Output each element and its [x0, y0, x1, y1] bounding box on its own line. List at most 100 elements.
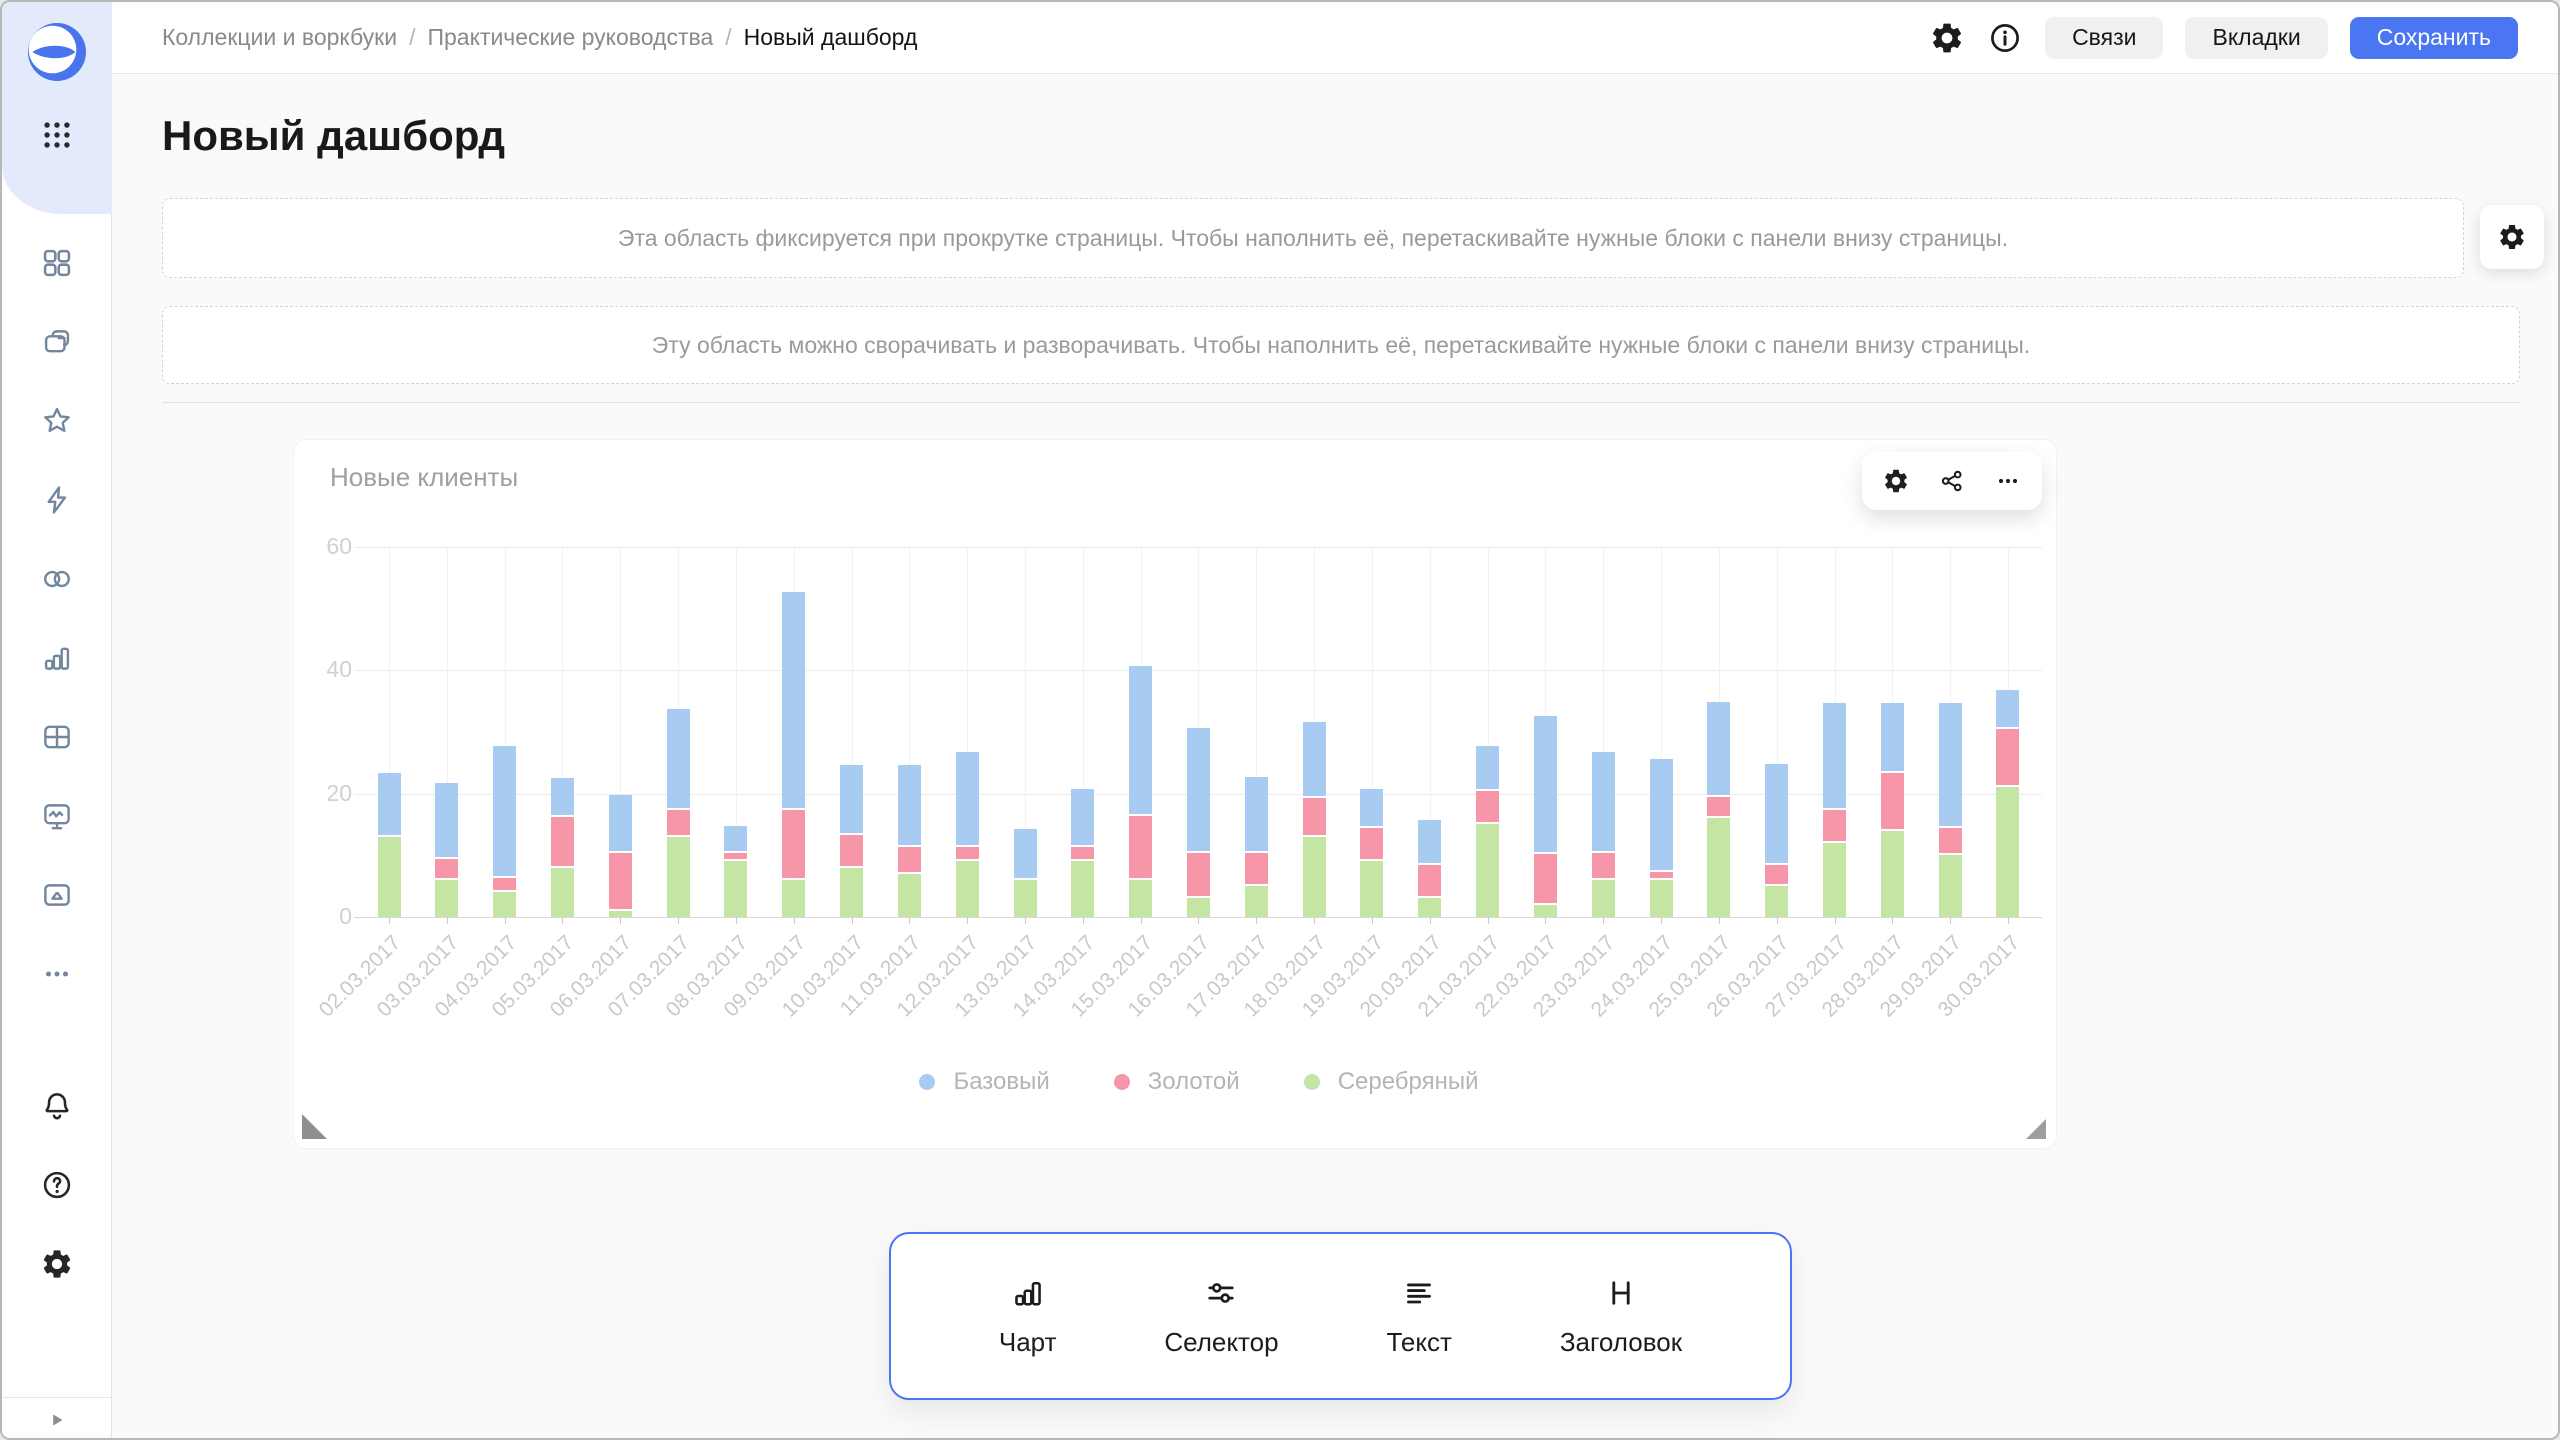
sidebar-item-more[interactable]	[40, 957, 74, 991]
gridline-x	[1603, 547, 1605, 917]
bar-segment-Базовый	[1418, 820, 1442, 863]
gridline-y-40	[354, 670, 2042, 672]
legend-label: Серебряный	[1337, 1068, 1479, 1095]
bar-segment-Серебряный	[1823, 843, 1846, 917]
legend-dot	[919, 1074, 936, 1090]
bar-segment-Золотой	[1880, 773, 1904, 829]
sidebar-nav	[2, 246, 112, 991]
bar-segment-Золотой	[897, 847, 921, 872]
links-button[interactable]: Связи	[2045, 16, 2164, 59]
bar-segment-Серебряный	[1938, 855, 1962, 917]
sidebar-item-charts[interactable]	[40, 641, 74, 675]
gridline-x	[504, 547, 506, 917]
gridline-x	[1371, 547, 1373, 917]
bar-13.03.2017	[1013, 829, 1037, 917]
sidebar-item-storage[interactable]	[40, 878, 74, 912]
bar-segment-Серебряный	[1591, 880, 1615, 917]
bar-segment-Базовый	[1707, 702, 1731, 795]
breadcrumb-item[interactable]: Практические руководства	[427, 24, 714, 50]
bar-segment-Базовый	[782, 592, 806, 808]
x-axis-tick	[1718, 917, 1720, 924]
bar-segment-Серебряный	[897, 874, 921, 917]
bar-segment-Серебряный	[1996, 787, 2020, 917]
widget-settings-icon[interactable]	[1882, 467, 1910, 495]
collapsible-zone-hint: Эту область можно сворачивать и разворач…	[651, 331, 2031, 358]
sidebar-footer	[2, 1397, 111, 1438]
add-chart-button[interactable]: Чарт	[998, 1275, 1057, 1358]
legend-item-Серебряный[interactable]: Серебряный	[1303, 1068, 1479, 1096]
gridline-y-60	[354, 547, 2042, 548]
bar-19.03.2017	[1360, 789, 1384, 917]
bar-11.03.2017	[897, 765, 921, 917]
breadcrumb-item[interactable]: Коллекции и воркбуки	[162, 24, 398, 50]
fixed-header-drop-zone[interactable]: Эта область фиксируется при прокрутке ст…	[162, 198, 2464, 278]
bar-segment-Золотой	[724, 853, 748, 859]
resize-handle-bottom-left[interactable]	[302, 1114, 327, 1139]
add-text-button[interactable]: Текст	[1386, 1275, 1452, 1358]
bar-02.03.2017	[377, 773, 401, 917]
sidebar-item-help[interactable]	[40, 1168, 74, 1202]
breadcrumb: Коллекции и воркбуки / Практические руково…	[162, 24, 917, 51]
sidebar-item-settings[interactable]	[40, 1247, 74, 1281]
y-axis-label: 40	[326, 656, 352, 683]
gridline-x	[1661, 547, 1663, 917]
fixed-zone-hint: Эта область фиксируется при прокрутке ст…	[617, 224, 2009, 251]
bar-segment-Золотой	[608, 853, 632, 909]
x-axis-tick	[446, 917, 448, 924]
bar-segment-Золотой	[1938, 828, 1962, 853]
x-axis-tick	[1834, 917, 1836, 924]
fixed-zone-settings-button[interactable]	[2480, 205, 2544, 269]
gridline-x	[1256, 547, 1258, 917]
panel-item-label: Селектор	[1164, 1326, 1279, 1357]
y-axis-label: 20	[326, 779, 352, 806]
sidebar-item-tables[interactable]	[40, 720, 74, 754]
bar-segment-Золотой	[1186, 853, 1210, 896]
settings-icon[interactable]	[1929, 20, 1965, 56]
bar-10.03.2017	[840, 765, 864, 917]
x-axis-tick	[909, 917, 911, 924]
bar-segment-Базовый	[955, 752, 979, 845]
panel-item-label: Чарт	[998, 1326, 1057, 1357]
apps-grid-icon[interactable]	[40, 118, 74, 152]
sidebar-item-notifications[interactable]	[40, 1089, 74, 1123]
widget-more-icon[interactable]	[1994, 467, 2022, 495]
x-axis-tick	[967, 917, 969, 924]
bar-segment-Базовый	[724, 826, 748, 851]
x-axis-tick	[504, 917, 506, 924]
widget-links-icon[interactable]	[1938, 467, 1966, 495]
tabs-button[interactable]: Вкладки	[2185, 16, 2328, 59]
sidebar-item-favorites[interactable]	[40, 404, 74, 438]
expand-sidebar-icon[interactable]	[44, 1407, 70, 1433]
sidebar-item-collections[interactable]	[40, 325, 74, 359]
sidebar-item-datasets[interactable]	[40, 562, 74, 596]
sidebar-item-dashboards[interactable]	[40, 799, 74, 833]
x-axis-tick	[1776, 917, 1778, 924]
dashboard-canvas: Новый дашборд Эта область фиксируется пр…	[112, 74, 2558, 1438]
save-button[interactable]: Сохранить	[2349, 16, 2518, 59]
add-selector-button[interactable]: Селектор	[1164, 1275, 1279, 1358]
bar-17.03.2017	[1244, 777, 1268, 917]
legend-item-Базовый[interactable]: Базовый	[919, 1068, 1050, 1096]
bar-segment-Базовый	[1302, 722, 1326, 796]
stacked-bar-chart: 0 20 40 60 02.03.2017 03.03.2017 04.03.2017 05.…	[294, 440, 2056, 1148]
collapsible-drop-zone[interactable]: Эту область можно сворачивать и разворач…	[162, 306, 2520, 384]
gridline-y-0	[354, 917, 2042, 918]
sidebar-item-connections[interactable]	[40, 483, 74, 517]
datalens-logo[interactable]	[28, 23, 86, 81]
info-icon[interactable]	[1987, 20, 2023, 56]
x-axis-tick	[793, 917, 795, 924]
bar-09.03.2017	[782, 592, 806, 917]
bar-segment-Базовый	[608, 795, 632, 851]
x-axis-tick	[851, 917, 853, 924]
bar-segment-Золотой	[1071, 847, 1095, 859]
bar-segment-Золотой	[1996, 729, 2020, 785]
add-heading-button[interactable]: Заголовок	[1560, 1275, 1682, 1358]
sidebar-item-overview[interactable]	[40, 246, 74, 280]
gridline-x	[446, 547, 448, 917]
legend-label: Золотой	[1147, 1068, 1240, 1095]
add-block-panel: Чарт Селектор Текст Заголовок	[889, 1232, 1792, 1400]
legend-item-Золотой[interactable]: Золотой	[1113, 1068, 1240, 1096]
bar-23.03.2017	[1591, 752, 1615, 917]
bar-segment-Серебряный	[435, 880, 459, 917]
resize-handle-bottom-right[interactable]	[2026, 1119, 2046, 1139]
